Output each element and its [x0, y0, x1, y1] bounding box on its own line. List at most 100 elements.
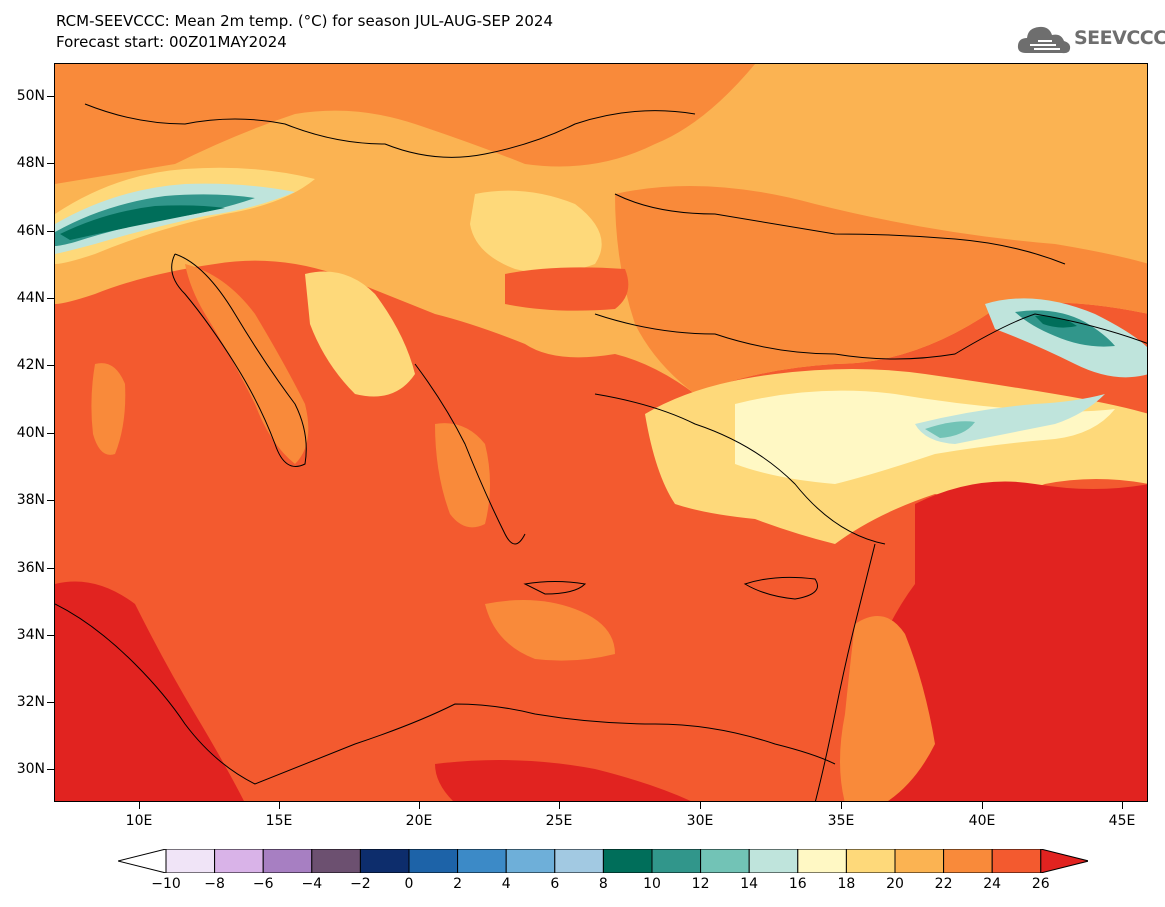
colorbar-label: −6: [252, 876, 274, 892]
lat-label-48n: 48N: [16, 155, 45, 171]
lat-tick: [47, 163, 54, 164]
colorbar-label: 2: [453, 876, 463, 892]
colorbar-swatch: [457, 849, 507, 873]
lon-label-20e: 20E: [405, 813, 433, 829]
lon-label-25e: 25E: [545, 813, 573, 829]
logo-text: SEEVCCC: [1074, 27, 1165, 49]
colorbar-swatch: [505, 849, 556, 873]
map-panel: [54, 63, 1148, 802]
colorbar-swatch: [748, 849, 799, 873]
colorbar-label: 4: [501, 876, 511, 892]
colorbar-swatch: [359, 849, 410, 873]
colorbar-swatch: [262, 849, 313, 873]
lat-tick: [47, 96, 54, 97]
lat-tick: [47, 635, 54, 636]
lon-label-30e: 30E: [686, 813, 714, 829]
colorbar-swatch: [700, 849, 750, 873]
lat-tick: [47, 298, 54, 299]
field-libya-egypt: [435, 760, 691, 801]
field-anatolia-teal: [925, 421, 975, 438]
colorbar-label: 24: [983, 876, 1002, 892]
colorbar-swatch: [797, 849, 847, 873]
lat-label-32n: 32N: [16, 694, 45, 710]
coastlines: [55, 253, 886, 801]
field-alps-core: [60, 205, 225, 240]
colorbar-over-triangle: [1040, 849, 1088, 873]
lon-tick: [1122, 802, 1123, 809]
colorbar-swatch: [554, 849, 604, 873]
lat-tick: [47, 769, 54, 770]
lat-label-44n: 44N: [16, 290, 45, 306]
colorbar-swatch: [311, 849, 361, 873]
field-levant: [840, 616, 935, 801]
colorbar-label: −2: [350, 876, 371, 892]
lon-label-45e: 45E: [1108, 813, 1136, 829]
colorbar-label: 20: [886, 876, 904, 892]
lon-tick: [419, 802, 420, 809]
colorbar-label: 16: [788, 876, 807, 892]
lat-label-30n: 30N: [16, 761, 45, 777]
colorbar-label: 10: [643, 876, 661, 892]
cloud-icon: [1017, 26, 1071, 54]
field-danube-hot: [505, 267, 629, 311]
colorbar-swatch: [943, 849, 993, 873]
title-line-1: RCM-SEEVCCC: Mean 2m temp. (°C) for seas…: [56, 12, 554, 30]
lat-tick: [47, 500, 54, 501]
field-black-sea: [615, 186, 1147, 394]
field-tunisia: [55, 581, 244, 801]
lon-tick: [139, 802, 140, 809]
lat-label-46n: 46N: [16, 223, 45, 239]
colorbar-label: 12: [691, 876, 710, 892]
lon-tick: [279, 802, 280, 809]
colorbar-swatch: [894, 849, 945, 873]
colorbar-swatch: [165, 849, 216, 873]
lat-label-36n: 36N: [16, 560, 45, 576]
colorbar-label: −10: [151, 876, 181, 892]
lon-tick: [700, 802, 701, 809]
field-north-orange: [55, 64, 755, 184]
colorbar-label: 26: [1031, 876, 1050, 892]
lon-label-35e: 35E: [827, 813, 855, 829]
colorbar-label: 18: [837, 876, 856, 892]
field-greece: [435, 423, 490, 528]
colorbar-swatch: [651, 849, 702, 873]
seevccc-logo: SEEVCCC: [1016, 20, 1165, 60]
colorbar-swatch: [991, 849, 1042, 873]
lat-label-38n: 38N: [16, 492, 45, 508]
lon-tick: [982, 802, 983, 809]
lat-tick: [47, 702, 54, 703]
field-crete-sea: [485, 600, 615, 661]
colorbar-label: −8: [204, 876, 225, 892]
lat-tick: [47, 568, 54, 569]
colorbar-label: 8: [598, 876, 608, 892]
field-carpathians: [470, 190, 602, 273]
lat-label-34n: 34N: [16, 627, 45, 643]
field-apennines: [185, 264, 309, 464]
lon-label-40e: 40E: [968, 813, 996, 829]
lat-tick: [47, 365, 54, 366]
colorbar-label: 14: [740, 876, 759, 892]
colorbar-under-triangle: [118, 849, 167, 873]
lat-tick: [47, 231, 54, 232]
colorbar-label: 22: [934, 876, 953, 892]
field-sardinia: [91, 363, 126, 455]
lon-tick: [841, 802, 842, 809]
colorbar-swatch: [602, 849, 653, 873]
lat-label-40n: 40N: [16, 425, 45, 441]
temperature-field: [55, 64, 1147, 801]
colorbar-swatch: [845, 849, 896, 873]
lon-label-10e: 10E: [125, 813, 153, 829]
colorbar: [118, 849, 1088, 873]
field-caucasus-core: [1035, 315, 1077, 328]
colorbar-label: −4: [301, 876, 323, 892]
colorbar-swatch: [214, 849, 264, 873]
colorbar-swatch: [408, 849, 459, 873]
title-line-2: Forecast start: 00Z01MAY2024: [56, 33, 287, 51]
lat-label-50n: 50N: [16, 88, 45, 104]
colorbar-label: 6: [550, 876, 560, 892]
lat-label-42n: 42N: [16, 357, 45, 373]
lon-label-15e: 15E: [265, 813, 293, 829]
field-dinarides: [305, 271, 415, 397]
borders: [84, 103, 1147, 360]
lat-tick: [47, 433, 54, 434]
